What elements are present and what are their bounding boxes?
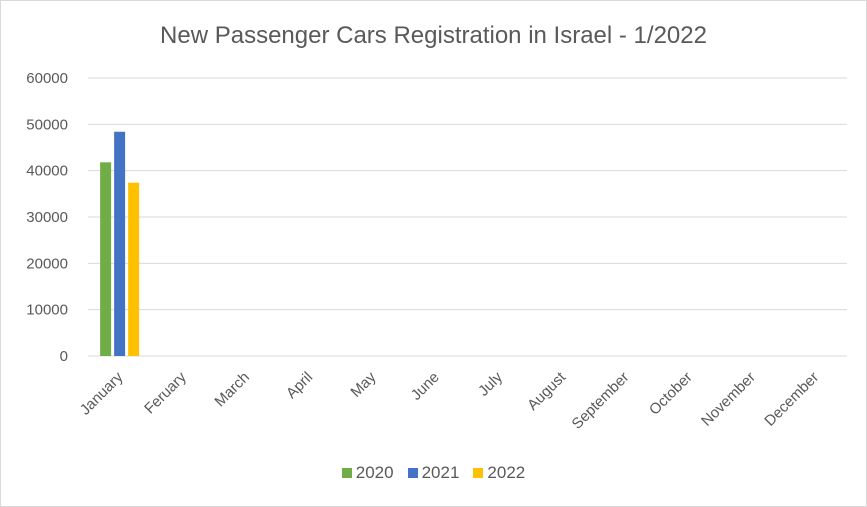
legend-label: 2022 (487, 463, 526, 482)
chart-title: New Passenger Cars Registration in Israe… (160, 22, 707, 49)
bar-2020-january (100, 162, 112, 356)
x-tick-label: April (283, 369, 316, 402)
legend-label: 2020 (355, 463, 394, 482)
legend-swatch (341, 468, 352, 478)
x-tick-label: March (211, 369, 252, 410)
x-tick-label: November (698, 369, 759, 430)
x-tick-label: Feruary (141, 368, 190, 417)
x-tick-label: August (524, 368, 570, 414)
legend-swatch (473, 468, 484, 478)
x-tick-label: June (408, 369, 443, 404)
x-tick-label: May (347, 368, 379, 400)
y-tick-label: 40000 (26, 163, 68, 180)
x-tick-label: July (475, 368, 506, 399)
bar-2022-january (128, 182, 140, 356)
bar-2021-january (114, 131, 126, 356)
x-tick-label: December (761, 369, 822, 430)
legend-item: 2021 (407, 463, 460, 483)
y-tick-label: 20000 (26, 255, 68, 272)
y-tick-label: 0 (60, 348, 68, 365)
y-tick-label: 60000 (26, 70, 68, 87)
legend-swatch (407, 468, 418, 478)
x-tick-label: January (77, 368, 127, 418)
y-tick-label: 50000 (26, 116, 68, 133)
x-tick-label: October (646, 369, 696, 419)
x-tick-label: September (569, 369, 633, 433)
legend-item: 2022 (473, 463, 525, 483)
y-tick-label: 10000 (26, 302, 68, 319)
y-tick-label: 30000 (26, 209, 68, 226)
legend-label: 2021 (421, 463, 460, 482)
chart-legend: 2020 2021 2022 (0, 463, 867, 483)
legend-item: 2020 (341, 463, 394, 483)
